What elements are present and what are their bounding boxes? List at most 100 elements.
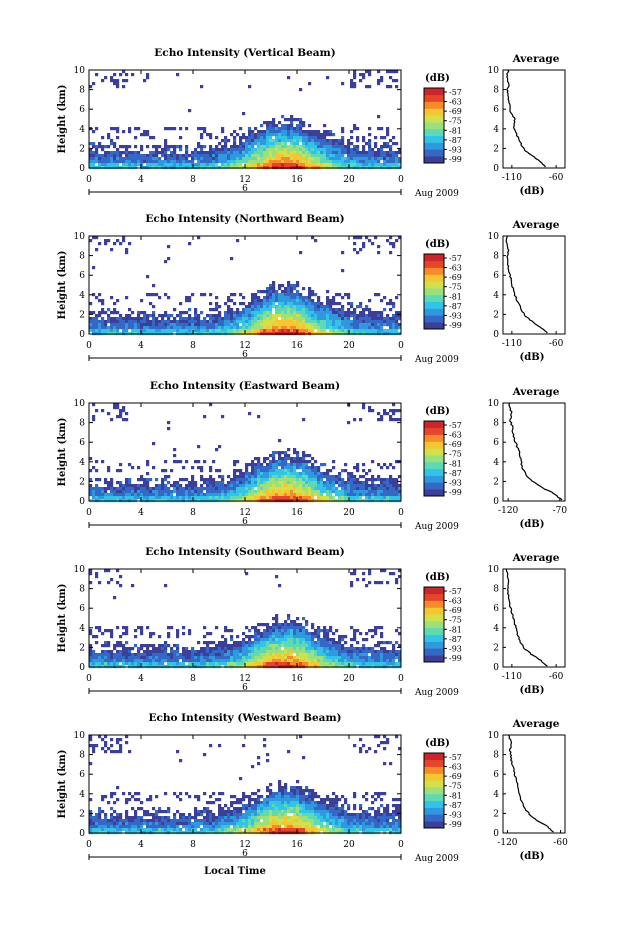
colorbar-tick-label: -81 (449, 459, 462, 468)
average-panel: Average 0 2 4 6 8 10 -120 -70 (dB) (488, 386, 568, 530)
colorbar-swatch (424, 641, 444, 649)
avg-x-tick-label: -60 (549, 339, 564, 349)
avg-x-label: (dB) (520, 519, 545, 530)
average-title: Average (512, 718, 560, 730)
y-tick-label: 8 (79, 585, 85, 595)
x-tick-label: 16 (291, 840, 303, 850)
heatmap-field (89, 569, 402, 669)
average-panel: Average 0 2 4 6 8 10 -110 -60 (dB) (488, 219, 566, 363)
panel-title: Echo Intensity (Southward Beam) (145, 546, 344, 558)
x-tick-label: 20 (343, 341, 355, 351)
y-tick-label: 8 (79, 86, 85, 96)
colorbar-swatch (424, 753, 444, 761)
colorbar-swatch (424, 434, 444, 442)
colorbar-tick-label: -57 (449, 587, 462, 596)
y-tick-label: 0 (79, 497, 85, 507)
x-tick-label: 8 (190, 674, 196, 684)
colorbar-label: (dB) (425, 239, 450, 250)
colorbar-frame (423, 752, 445, 829)
colorbar-swatch (424, 780, 444, 788)
colorbar-swatch (424, 301, 444, 309)
y-tick-label: 6 (79, 770, 85, 780)
y-tick-label: 6 (79, 271, 85, 281)
colorbar-swatch (424, 108, 444, 116)
x-tick-label: 12 (239, 175, 250, 185)
date-label: Aug 2009 (414, 688, 459, 698)
x-tick-label: 4 (138, 508, 144, 518)
average-profile-line (505, 235, 548, 334)
avg-y-tick-label: 0 (493, 829, 499, 839)
colorbar-swatch (424, 461, 444, 470)
average-profile-line (508, 402, 563, 501)
panel-title: Echo Intensity (Eastward Beam) (150, 380, 340, 392)
colorbar-tick-label: -87 (449, 635, 462, 644)
colorbar-tick-label: -75 (449, 117, 462, 126)
y-tick-label: 0 (79, 330, 85, 340)
colorbar-swatch (424, 128, 444, 137)
colorbar-tick-label: -93 (449, 478, 462, 487)
avg-y-tick-label: 6 (493, 604, 499, 614)
y-tick-label: 0 (79, 663, 85, 673)
colorbar-swatch (424, 621, 444, 629)
x-tick-label: 16 (291, 508, 303, 518)
colorbar-swatch (424, 482, 444, 490)
y-tick-label: 10 (74, 232, 86, 242)
colorbar-tick-label: -75 (449, 450, 462, 459)
x-tick-label: 0 (398, 341, 404, 351)
x-tick-label: 0 (86, 674, 92, 684)
y-tick-label: 2 (79, 144, 85, 154)
colorbar-tick-label: -57 (449, 753, 462, 762)
colorbar-tick-label: -87 (449, 136, 462, 145)
date-label: Aug 2009 (414, 854, 459, 864)
colorbar-swatch (424, 655, 444, 663)
average-profile-line (505, 568, 548, 667)
x-axis-label: Local Time (204, 866, 266, 877)
panel-3: Echo Intensity (Southward Beam) 0 2 4 6 8 10 He… (57, 546, 566, 698)
avg-x-tick-label: -60 (549, 173, 564, 183)
colorbar-tick-label: -99 (449, 820, 462, 829)
colorbar-swatch (424, 614, 444, 622)
panel-title: Echo Intensity (Vertical Beam) (154, 47, 335, 59)
y-tick-label: 6 (79, 438, 85, 448)
y-tick-label: 4 (79, 790, 85, 800)
heatmap-field (89, 236, 402, 336)
avg-y-tick-label: 4 (493, 790, 499, 800)
y-tick-label: 4 (79, 458, 85, 468)
colorbar-swatch (424, 475, 444, 483)
colorbar-tick-label: -75 (449, 616, 462, 625)
avg-y-tick-label: 10 (488, 731, 500, 741)
colorbar-swatch (424, 593, 444, 601)
colorbar-swatch (424, 421, 444, 429)
y-axis-label: Height (km) (57, 750, 68, 819)
colorbar-swatch (424, 156, 444, 164)
colorbar-swatch (424, 88, 444, 96)
avg-x-label: (dB) (520, 352, 545, 363)
colorbar-swatch (424, 254, 444, 262)
avg-y-tick-label: 2 (493, 477, 499, 487)
x-tick-label: 20 (343, 508, 355, 518)
colorbar-swatch (424, 122, 444, 130)
colorbar-frame (423, 420, 445, 497)
colorbar-tick-label: -93 (449, 810, 462, 819)
panel-title: Echo Intensity (Northward Beam) (145, 213, 344, 225)
colorbar-tick-label: -81 (449, 126, 462, 135)
colorbar-swatch (424, 455, 444, 463)
avg-y-tick-label: 10 (488, 66, 500, 76)
colorbar-tick-label: -57 (449, 88, 462, 97)
avg-x-tick-label: -110 (502, 672, 522, 682)
x-tick-label: 16 (291, 674, 303, 684)
avg-y-tick-label: 6 (493, 438, 499, 448)
average-title: Average (512, 53, 560, 65)
date-label: Aug 2009 (414, 355, 459, 365)
colorbar-tick-label: -99 (449, 654, 462, 663)
date-label: Aug 2009 (414, 189, 459, 199)
colorbar-swatch (424, 274, 444, 282)
panel-0: Echo Intensity (Vertical Beam) 0 2 4 6 8 10 Hei… (57, 47, 566, 199)
avg-x-tick-label: -120 (498, 506, 518, 516)
colorbar-label: (dB) (425, 406, 450, 417)
colorbar-tick-label: -99 (449, 155, 462, 164)
y-tick-label: 2 (79, 643, 85, 653)
avg-y-tick-label: 0 (493, 497, 499, 507)
y-tick-label: 4 (79, 125, 85, 135)
avg-y-tick-label: 6 (493, 770, 499, 780)
